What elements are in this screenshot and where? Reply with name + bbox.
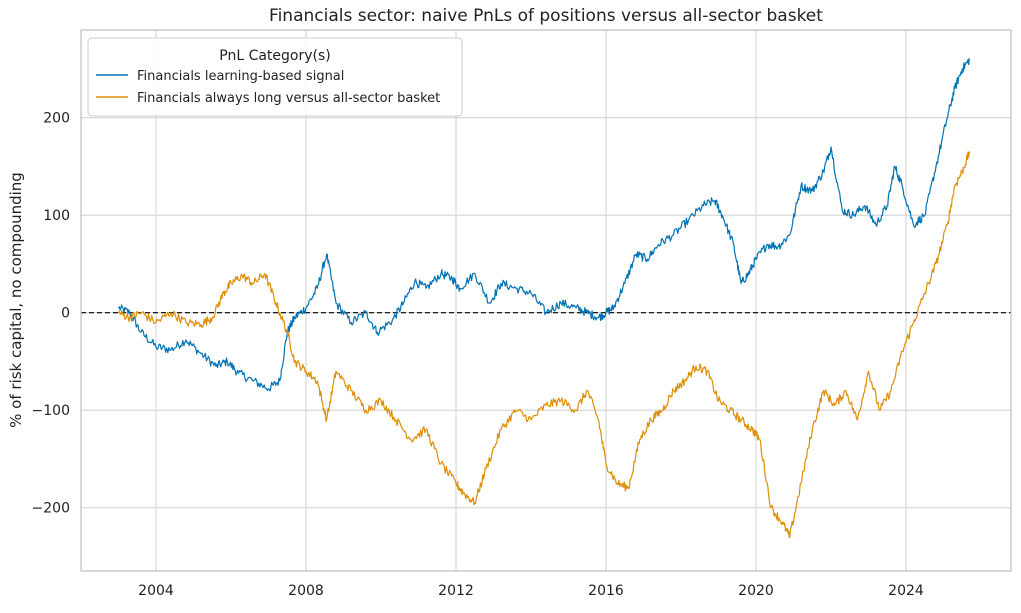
legend-box [87,37,463,117]
series-layer [118,58,971,539]
x-axis: 2004 2008 2012 2016 2020 2024 [138,583,924,599]
x-tick-label: 2012 [438,583,474,599]
x-tick-label: 2024 [888,583,924,599]
y-tick-label: 200 [43,111,70,127]
x-tick-label: 2020 [738,583,774,599]
plot-frame [80,29,1012,572]
legend-title: PnL Category(s) [219,48,331,64]
legend-label-always-long: Financials always long versus all-sector… [137,91,440,106]
y-axis: −200 −100 0 100 200 [32,111,70,517]
y-axis-label: % of risk capital, no compounding [7,172,25,428]
series-line-always-long [118,151,971,539]
legend-label-learning-signal: Financials learning-based signal [137,69,344,84]
x-tick-label: 2016 [588,583,624,599]
x-tick-label: 2004 [138,583,174,599]
chart-title: Financials sector: naive PnLs of positio… [269,6,823,26]
y-tick-label: −100 [32,403,70,419]
y-tick-label: 0 [61,306,70,322]
legend: PnL Category(s) Financials learning-base… [87,37,463,117]
series-line-learning-signal [118,58,971,392]
x-tick-label: 2008 [288,583,324,599]
y-tick-label: −200 [32,501,70,517]
y-tick-label: 100 [43,208,70,224]
